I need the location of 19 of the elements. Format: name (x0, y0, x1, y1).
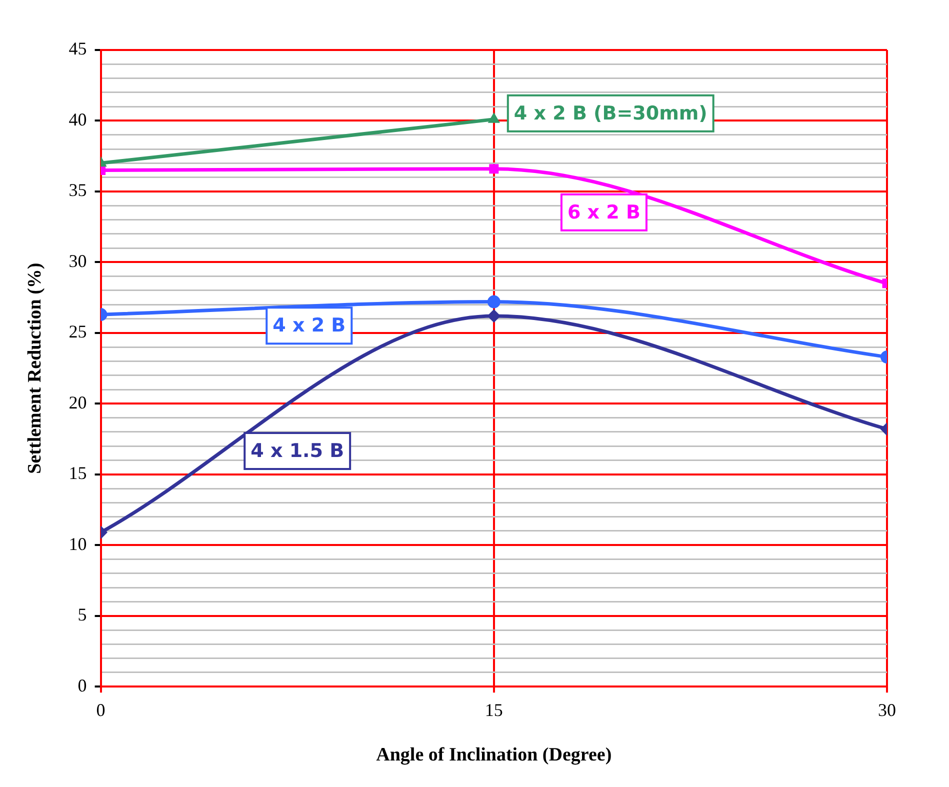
x-tick-label: 15 (484, 700, 503, 720)
y-tick-label: 25 (68, 322, 87, 342)
series-label: 4 x 2 B (272, 314, 346, 337)
y-tick-label: 40 (68, 109, 87, 130)
x-tick-label: 30 (878, 700, 896, 720)
series-label: 6 x 2 B (567, 201, 640, 224)
y-tick-label: 15 (68, 463, 87, 484)
series-label: 4 x 2 B (B=30mm) (514, 102, 708, 124)
y-tick-label: 35 (68, 180, 87, 200)
y-tick-label: 45 (68, 38, 87, 59)
y-tick-label: 20 (68, 392, 87, 412)
y-tick-label: 10 (68, 534, 87, 554)
x-axis-title: Angle of Inclination (Degree) (376, 744, 612, 766)
series-label: 4 x 1.5 B (250, 440, 344, 462)
y-tick-label: 0 (78, 675, 87, 696)
y-axis-title: Settlement Reduction (%) (24, 262, 46, 474)
y-tick-label: 5 (78, 604, 87, 625)
y-tick-label: 30 (68, 250, 87, 271)
x-tick-label: 0 (96, 700, 106, 720)
